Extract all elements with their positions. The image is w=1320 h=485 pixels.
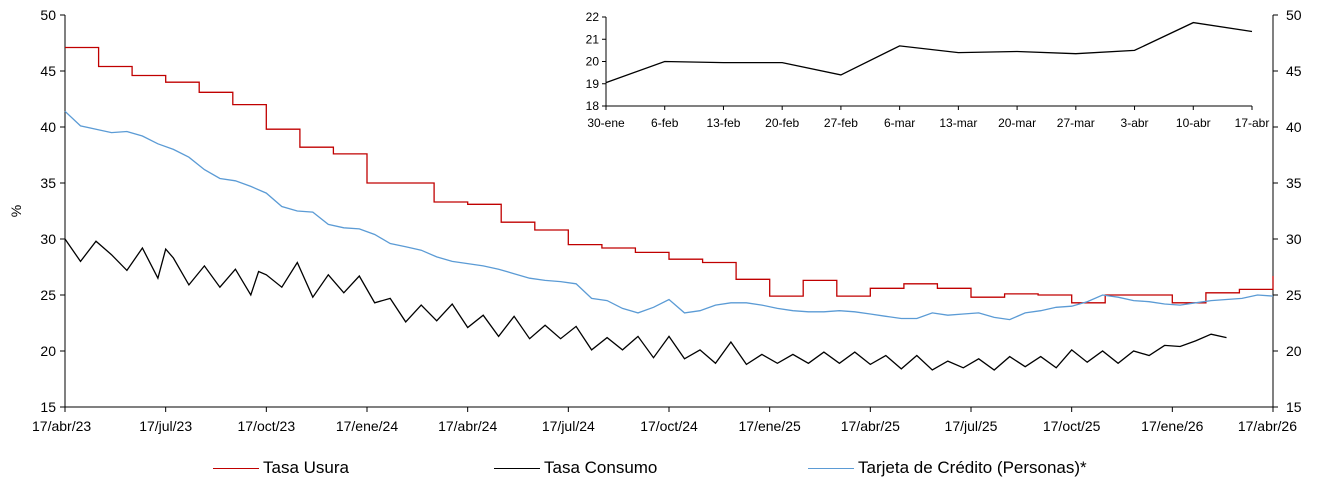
inset-x-tick-label: 3-abr xyxy=(1121,116,1149,130)
legend-swatch-tasa-usura xyxy=(213,467,259,469)
legend-label-tasa-consumo: Tasa Consumo xyxy=(544,458,658,477)
legend-label-tarjeta-credito: Tarjeta de Crédito (Personas)* xyxy=(858,458,1087,477)
x-tick-label: 17/abr/23 xyxy=(32,418,91,434)
x-tick-label: 17/abr/24 xyxy=(438,418,497,434)
y2-tick-label: 20 xyxy=(1286,343,1302,359)
legend-item-tarjeta-credito: Tarjeta de Crédito (Personas)* xyxy=(808,458,1087,478)
y2-tick-label: 30 xyxy=(1286,231,1302,247)
y-tick-label: 25 xyxy=(40,287,56,303)
y-tick-label: 50 xyxy=(40,7,56,23)
legend-label-tasa-usura: Tasa Usura xyxy=(263,458,349,477)
legend: Tasa Usura Tasa Consumo Tarjeta de Crédi… xyxy=(0,458,1320,482)
x-tick-label: 17/oct/25 xyxy=(1043,418,1101,434)
legend-swatch-tasa-consumo xyxy=(494,467,540,469)
legend-swatch-tarjeta-credito xyxy=(808,467,854,469)
y-axis-title: % xyxy=(8,205,24,217)
x-tick-label: 17/oct/24 xyxy=(640,418,698,434)
legend-item-tasa-consumo: Tasa Consumo xyxy=(494,458,657,478)
y-tick-label: 15 xyxy=(40,399,56,415)
inset-x-tick-label: 20-mar xyxy=(998,116,1036,130)
x-tick-label: 17/oct/23 xyxy=(238,418,296,434)
inset-x-tick-label: 6-mar xyxy=(884,116,915,130)
x-tick-label: 17/abr/25 xyxy=(841,418,900,434)
x-tick-label: 17/jul/23 xyxy=(139,418,192,434)
inset-x-tick-label: 10-abr xyxy=(1176,116,1211,130)
inset-y-tick-label: 21 xyxy=(586,32,600,46)
inset-chart: 18 19 20 21 22 30-ene 6-feb 13-feb 20-feb 27-feb 6… xyxy=(586,10,1270,130)
main-chart-series xyxy=(64,46,1274,371)
x-tick-label: 17/ene/26 xyxy=(1141,418,1203,434)
inset-y-tick-label: 19 xyxy=(586,77,600,91)
main-chart-axes: 15 20 25 30 35 40 45 50 15 20 25 30 35 40 45 50 17/abr/2… xyxy=(8,7,1302,434)
inset-x-tick-label: 6-feb xyxy=(651,116,679,130)
inset-x-tick-label: 17-abr xyxy=(1235,116,1270,130)
x-tick-label: 17/ene/24 xyxy=(336,418,398,434)
inset-y-tick-label: 22 xyxy=(586,10,600,24)
line-chart: 15 20 25 30 35 40 45 50 15 20 25 30 35 40 45 50 17/abr/2… xyxy=(8,7,1302,434)
x-tick-label: 17/jul/25 xyxy=(945,418,998,434)
y2-tick-label: 25 xyxy=(1286,287,1302,303)
y-tick-label: 45 xyxy=(40,63,56,79)
x-tick-label: 17/jul/24 xyxy=(542,418,595,434)
y2-tick-label: 40 xyxy=(1286,119,1302,135)
series-line-tarjeta-credito xyxy=(64,110,1274,321)
y2-tick-label: 50 xyxy=(1286,7,1302,23)
inset-y-tick-label: 20 xyxy=(586,55,600,69)
inset-series-line xyxy=(605,21,1253,84)
inset-x-tick-label: 30-ene xyxy=(587,116,625,130)
y-tick-label: 20 xyxy=(40,343,56,359)
series-line-tasa-consumo xyxy=(64,238,1227,371)
legend-item-tasa-usura: Tasa Usura xyxy=(213,458,349,478)
y2-tick-label: 45 xyxy=(1286,63,1302,79)
y2-tick-label: 15 xyxy=(1286,399,1302,415)
y2-tick-label: 35 xyxy=(1286,175,1302,191)
inset-x-tick-label: 27-mar xyxy=(1057,116,1095,130)
inset-y-tick-label: 18 xyxy=(586,99,600,113)
inset-x-tick-label: 13-feb xyxy=(706,116,740,130)
inset-x-tick-label: 20-feb xyxy=(765,116,799,130)
x-tick-label: 17/abr/26 xyxy=(1238,418,1297,434)
y-tick-label: 30 xyxy=(40,231,56,247)
x-tick-label: 17/ene/25 xyxy=(739,418,801,434)
inset-x-tick-label: 27-feb xyxy=(824,116,858,130)
y-tick-label: 35 xyxy=(40,175,56,191)
inset-x-tick-label: 13-mar xyxy=(939,116,977,130)
y-tick-label: 40 xyxy=(40,119,56,135)
series-line-tasa-usura xyxy=(65,46,1274,304)
